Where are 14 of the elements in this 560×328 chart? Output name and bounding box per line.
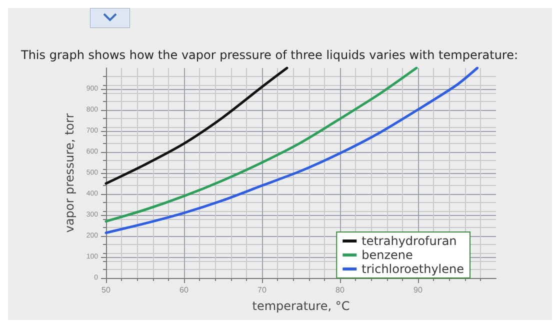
x-tick-label: 60: [180, 286, 189, 294]
y-axis-title: vapor pressure, torr: [62, 113, 76, 233]
x-tick-label: 90: [414, 286, 423, 294]
x-tick-label: 80: [336, 286, 345, 294]
line-series: [104, 66, 479, 234]
line-series: [104, 66, 288, 185]
legend-label: trichloroethylene: [362, 262, 464, 276]
x-tick-label: 50: [102, 286, 111, 294]
chart-title: This graph shows how the vapor pressure of three liquids varies with temperature:: [20, 48, 518, 62]
legend-label: tetrahydrofuran: [362, 234, 457, 248]
line-series: [104, 66, 418, 223]
legend-label: benzene: [362, 248, 413, 262]
x-tick-label: 70: [258, 286, 267, 294]
x-axis-title: temperature, °C: [252, 299, 350, 313]
